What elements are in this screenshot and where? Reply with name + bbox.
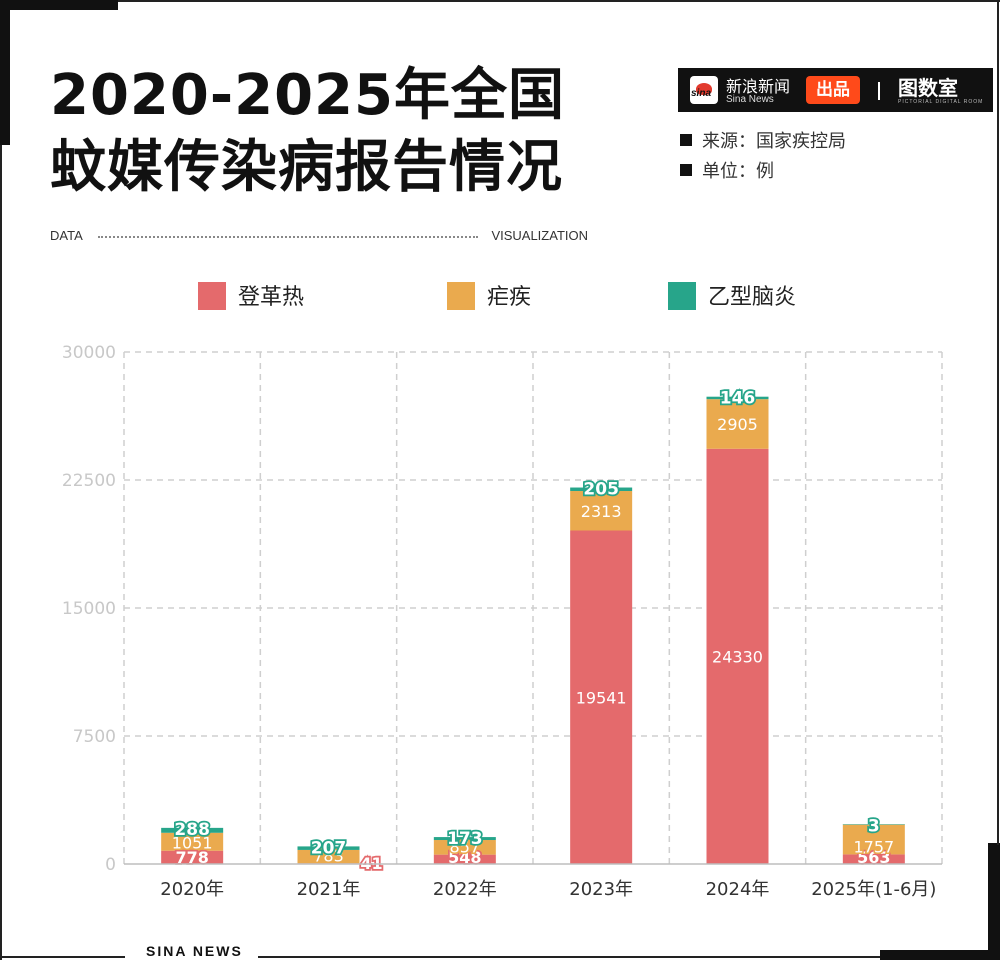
x-tick-label: 2020年 [160, 879, 224, 900]
bar-segment-malaria [161, 832, 224, 851]
data-label-dengue: 19541 [576, 688, 627, 707]
x-tick-label: 2021年 [297, 879, 361, 900]
bar-segment-malaria [570, 491, 633, 531]
legend-swatch-dengue [198, 282, 226, 310]
bar-segment-malaria [433, 840, 496, 855]
x-tick-label: 2022年 [433, 879, 497, 900]
y-tick-label: 0 [105, 855, 116, 875]
data-label-dengue: 778 [175, 848, 208, 867]
bar-segment-je [297, 846, 360, 850]
frame-corner-bottom-right-vertical [988, 843, 1000, 960]
data-label-malaria: 2905 [717, 415, 758, 434]
page-title: 2020-2025年全国 蚊媒传染病报告情况 [50, 60, 565, 204]
square-bullet-icon [680, 164, 692, 176]
square-bullet-icon [680, 134, 692, 146]
legend-item-je: 乙型脑炎 [668, 279, 796, 313]
y-tick-label: 7500 [73, 727, 116, 747]
bar-segment-je [570, 487, 633, 492]
bar-segment-malaria [842, 824, 905, 855]
frame-line-top [118, 0, 1000, 2]
data-label-dengue: 24330 [712, 647, 763, 666]
legend-swatch-je [668, 282, 696, 310]
brand-name: 新浪新闻 [726, 77, 791, 96]
legend-item-dengue: 登革热 [198, 279, 304, 313]
data-label-je: 207 [311, 838, 347, 858]
data-label-malaria: 1757 [853, 837, 894, 856]
bar-segment-je [842, 824, 905, 825]
frame-line-right [997, 0, 999, 845]
data-label-malaria: 857 [450, 838, 481, 857]
dotted-rule [98, 236, 478, 238]
legend-label-malaria: 疟疾 [487, 285, 532, 310]
data-label-je: 146 [720, 389, 756, 409]
data-label-je: 3 [868, 816, 880, 836]
data-label-malaria: 1051 [172, 834, 213, 853]
brand-sub: Sina News [726, 94, 774, 105]
bar-segment-dengue [433, 854, 496, 864]
x-tick-label: 2023年 [569, 879, 633, 900]
chart-axis: 0 7500 15000 22500 30000 2020年 2021年 2022年 2023年… [62, 343, 942, 900]
data-label-malaria: 783 [313, 846, 344, 865]
y-tick-label: 22500 [62, 471, 116, 491]
produced-badge: 出品 [806, 76, 860, 104]
sina-logo-icon: sina [690, 76, 718, 104]
bar-segment-je [161, 827, 224, 833]
frame-line-left [0, 145, 2, 960]
legend-label-je: 乙型脑炎 [708, 285, 797, 310]
bar-segment-dengue [706, 448, 769, 864]
tushishi-sub: PICTORIAL DIGITAL ROOM [898, 99, 984, 105]
bar-segment-dengue [570, 530, 633, 864]
bar-segment-malaria [706, 399, 769, 449]
unit-text: 单位：例 [702, 161, 774, 182]
title-line-2: 蚊媒传染病报告情况 [50, 135, 563, 200]
y-tick-label: 15000 [62, 599, 116, 619]
legend-label-dengue: 登革热 [238, 285, 305, 310]
brand-separator [878, 82, 880, 100]
data-label-je: 288 [174, 820, 210, 840]
chart-bars [161, 396, 905, 864]
bar-segment-je [433, 837, 496, 841]
legend-swatch-malaria [447, 282, 475, 310]
x-tick-label: 2025年(1-6月) [811, 879, 936, 900]
source-text: 来源：国家疾控局 [702, 131, 846, 152]
x-tick-label: 2024年 [706, 879, 770, 900]
data-label: DATA [50, 228, 83, 243]
frame-corner-top-left [0, 0, 118, 10]
bar-segment-dengue [842, 854, 905, 864]
frame-line-bottom-mid [258, 956, 880, 958]
unit-line: 单位：例 [680, 157, 774, 183]
frame-line-bottom-left [0, 956, 125, 958]
bar-segment-dengue [161, 850, 224, 864]
data-label-dengue: 563 [857, 848, 890, 867]
tushishi-logo: 图数室 [898, 76, 958, 100]
bar-segment-je [706, 396, 769, 400]
source-line: 来源：国家疾控局 [680, 127, 846, 153]
data-label-malaria: 2313 [581, 502, 622, 521]
legend-item-malaria: 疟疾 [447, 279, 531, 313]
bar-segment-malaria [297, 849, 360, 864]
y-tick-label: 30000 [62, 343, 116, 363]
frame-corner-top-left-vertical [0, 0, 10, 145]
data-visualization-rule: DATA VISUALIZATION [50, 228, 588, 244]
data-label-dengue: 548 [448, 848, 481, 867]
visualization-label: VISUALIZATION [491, 228, 588, 243]
data-label-je: 205 [583, 480, 619, 500]
sina-logo-text: sina [691, 88, 712, 99]
data-label-je: 173 [447, 829, 483, 849]
footer-label: SINA NEWS [146, 943, 243, 959]
frame-corner-bottom-right [880, 950, 1000, 960]
chart-grid [123, 351, 943, 864]
brand-bar: sina 新浪新闻 Sina News 出品 图数室 PICTORIAL DIG… [678, 68, 993, 112]
sina-eye-icon [696, 83, 712, 95]
title-line-1: 2020-2025年全国 [50, 63, 565, 128]
